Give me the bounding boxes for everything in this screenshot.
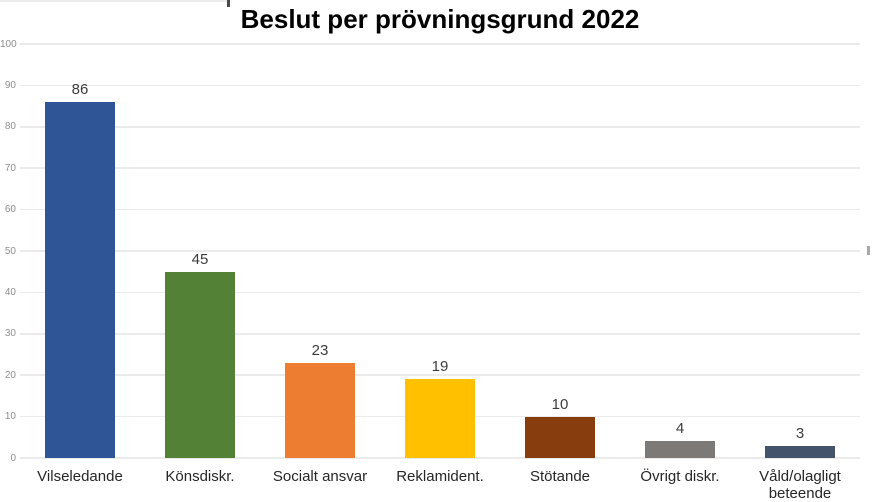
y-axis-tick-label: 60: [4, 204, 16, 216]
gridline: [20, 457, 860, 459]
y-axis-tick-label: 40: [4, 286, 16, 298]
chart-title: Beslut per prövningsgrund 2022: [240, 4, 640, 34]
x-axis-category-label: Könsdiskr.: [165, 468, 235, 485]
gridline: [20, 333, 860, 335]
x-axis-category-label: Socialt ansvar: [272, 468, 368, 485]
bar-1: [45, 101, 115, 458]
bar-value-label: 10: [551, 395, 569, 413]
screenshot-artifact-dash: [867, 246, 870, 255]
screenshot-artifact-line: [0, 0, 227, 2]
bar-value-label: 4: [675, 420, 685, 438]
y-axis-tick-label: 50: [4, 245, 16, 257]
gridline: [20, 167, 860, 169]
y-axis-tick-label: 0: [10, 452, 16, 464]
y-axis-tick-label: 80: [4, 121, 16, 133]
bar-6: [645, 441, 715, 458]
y-axis-tick-label: 90: [4, 79, 16, 91]
gridline: [20, 374, 860, 376]
bar-2: [165, 271, 235, 458]
y-axis-tick-label: 70: [4, 162, 16, 174]
bar-value-label: 19: [431, 358, 449, 376]
y-axis-tick-label: 100: [0, 38, 17, 50]
x-axis-category-label: Reklamident.: [396, 468, 484, 485]
bar-3: [285, 362, 355, 458]
x-axis-category-label: Våld/olagligt beteende: [759, 468, 841, 502]
gridline: [20, 84, 860, 87]
y-axis-tick-label: 10: [4, 411, 16, 423]
x-axis-category-label: Stötande: [529, 468, 591, 485]
gridline: [20, 208, 860, 211]
screenshot-artifact-tick: [227, 0, 230, 7]
y-axis-tick-label: 20: [4, 369, 16, 381]
y-axis-tick-label: 30: [4, 328, 16, 340]
gridline: [20, 250, 860, 252]
bar-value-label: 23: [311, 341, 329, 359]
bar-4: [405, 379, 475, 458]
x-axis-category-label: Övrigt diskr.: [640, 468, 720, 485]
bar-value-label: 86: [71, 80, 89, 98]
x-axis-category-label: Vilseledande: [37, 468, 123, 485]
bar-5: [525, 416, 595, 458]
bar-value-label: 45: [191, 250, 209, 268]
bar-7: [765, 445, 835, 458]
gridline: [20, 291, 860, 294]
gridline: [20, 43, 860, 45]
gridline: [20, 126, 860, 128]
bar-value-label: 3: [795, 424, 805, 442]
